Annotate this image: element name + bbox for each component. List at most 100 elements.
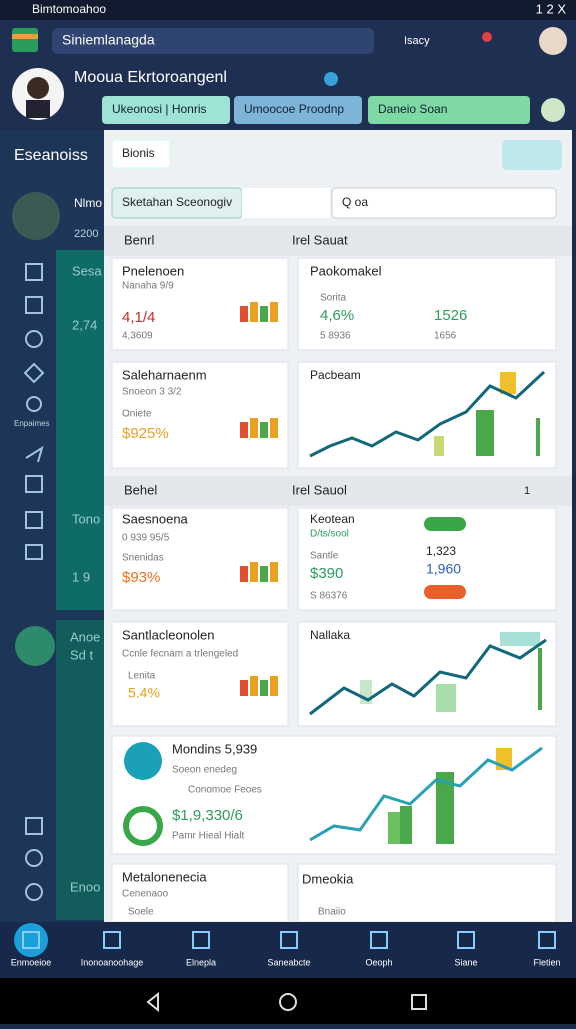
system-buttons[interactable] bbox=[146, 991, 427, 1013]
card-subtitle: Nanaha 9/9 bbox=[122, 281, 174, 292]
sidebar-icons bbox=[23, 263, 45, 901]
mini-chart bbox=[250, 418, 258, 438]
icon-label: Enpaimes bbox=[14, 419, 50, 428]
nav-icon[interactable] bbox=[22, 931, 40, 949]
card-value: $1,9,330/6 bbox=[172, 807, 243, 824]
card-subtitle: Soeon enedeg bbox=[172, 765, 237, 776]
time: 1 2 X bbox=[536, 1, 567, 16]
menu-stripe bbox=[12, 34, 38, 39]
cards bbox=[111, 257, 557, 923]
mini-chart bbox=[240, 680, 248, 696]
tab[interactable] bbox=[102, 96, 230, 124]
card-side-value: 1,323 bbox=[426, 544, 456, 558]
mini-chart bbox=[240, 566, 248, 582]
button-label[interactable]: Bionis bbox=[122, 146, 155, 160]
nav-label[interactable]: Elnepla bbox=[186, 957, 216, 967]
search-text[interactable]: Siniemlanagda bbox=[62, 32, 155, 48]
card-title: Saleharnaenm bbox=[122, 367, 207, 382]
card-subtitle: D/ts/sool bbox=[310, 529, 349, 540]
card-side-note: 1,960 bbox=[426, 561, 461, 577]
card-subtitle: 0 939 95/5 bbox=[122, 533, 170, 544]
card-title: Pacbeam bbox=[310, 368, 361, 382]
card-note: 4,3609 bbox=[122, 331, 153, 342]
notification-dot bbox=[482, 32, 492, 42]
nav-icon[interactable] bbox=[370, 931, 388, 949]
search-label[interactable]: Q oa bbox=[342, 195, 368, 209]
section-title: Benrl bbox=[124, 232, 154, 247]
system-nav bbox=[0, 978, 576, 1024]
tab-label[interactable]: Daneio Soan bbox=[378, 102, 447, 116]
sidebar-card-value: 2200 bbox=[74, 228, 98, 240]
menu-icon[interactable] bbox=[12, 28, 38, 52]
tab-label[interactable]: Ukeonosi | Honris bbox=[112, 102, 207, 116]
nav-label[interactable]: Enmoeioe bbox=[11, 957, 52, 967]
dropdown-label[interactable]: Sketahan Sceonogiv bbox=[122, 195, 232, 209]
mini-chart bbox=[250, 676, 258, 696]
bottom-nav bbox=[0, 922, 576, 978]
profile-name: Mooua Ekrtoroangenl bbox=[74, 69, 227, 86]
section-header bbox=[104, 476, 572, 506]
profile-suit bbox=[26, 100, 50, 118]
sidebar-card-title: Nlmo bbox=[74, 196, 102, 210]
nav-icon[interactable] bbox=[103, 931, 121, 949]
background-text: Anoe bbox=[70, 629, 100, 644]
nav-active[interactable] bbox=[14, 923, 48, 957]
nav-icon[interactable] bbox=[192, 931, 210, 949]
dropdown-arrow[interactable] bbox=[242, 188, 330, 218]
panel-actions[interactable] bbox=[502, 140, 562, 170]
search-box[interactable] bbox=[331, 187, 557, 219]
status-bar bbox=[0, 0, 576, 20]
nav-label[interactable]: Saneabcte bbox=[267, 957, 310, 967]
nav-label[interactable]: Fletien bbox=[533, 957, 560, 967]
card-label: Bnaiio bbox=[318, 907, 346, 918]
card-note: Pamr Hieal Hialt bbox=[172, 831, 244, 842]
mini-chart bbox=[260, 680, 268, 696]
card-value: $93% bbox=[122, 569, 160, 586]
section-title: Irel Sauol bbox=[292, 482, 347, 497]
tab[interactable] bbox=[368, 96, 530, 124]
card-title: Saesnoena bbox=[122, 511, 189, 526]
card-side-note: 1656 bbox=[434, 331, 457, 342]
background-text: Sesa bbox=[72, 263, 102, 278]
section-title: Behel bbox=[124, 482, 157, 497]
card-title: Nallaka bbox=[310, 628, 350, 642]
card-label: Conomoe Feoes bbox=[188, 785, 262, 796]
card-value: 4,6% bbox=[320, 307, 354, 324]
background-text: 2,74 bbox=[72, 317, 97, 332]
mini-chart bbox=[260, 422, 268, 438]
nav-label[interactable]: Inonoanoohage bbox=[81, 957, 144, 967]
nav-label[interactable]: Siane bbox=[454, 957, 477, 967]
avatar[interactable] bbox=[539, 27, 567, 55]
card-subtitle: Ccnle fecnam a trlengeled bbox=[122, 649, 238, 660]
card-label: Santle bbox=[310, 551, 339, 562]
section-header bbox=[104, 226, 572, 256]
app-name: Bimtomoahoo bbox=[32, 2, 106, 16]
card-label: Soele bbox=[128, 907, 154, 918]
search-field[interactable] bbox=[52, 28, 374, 54]
card-title: Keotean bbox=[310, 512, 355, 526]
background-panel bbox=[56, 250, 104, 610]
card-subtitle: Cenenaoo bbox=[122, 889, 169, 900]
section-title: Irel Sauat bbox=[292, 232, 348, 247]
badge: 1 bbox=[524, 485, 530, 497]
mini-chart bbox=[270, 302, 278, 322]
nav-icon[interactable] bbox=[538, 931, 556, 949]
mini-chart bbox=[270, 418, 278, 438]
action[interactable]: Isacy bbox=[404, 35, 430, 47]
background-text: Tono bbox=[72, 511, 100, 526]
nav-icon[interactable] bbox=[457, 931, 475, 949]
line-charts bbox=[123, 370, 547, 846]
panel-button[interactable] bbox=[111, 139, 171, 169]
mini-chart bbox=[250, 302, 258, 322]
card-title: Mondins 5,939 bbox=[172, 741, 257, 756]
mini-chart bbox=[260, 566, 268, 582]
card-value: $390 bbox=[310, 565, 343, 582]
card-value: 4,1/4 bbox=[122, 309, 155, 326]
tab[interactable] bbox=[234, 96, 362, 124]
nav-icon[interactable] bbox=[280, 931, 298, 949]
nav-label[interactable]: Oeoph bbox=[365, 957, 392, 967]
fab[interactable] bbox=[15, 626, 55, 666]
tab-label[interactable]: Umoocoe Proodnp bbox=[244, 102, 344, 116]
